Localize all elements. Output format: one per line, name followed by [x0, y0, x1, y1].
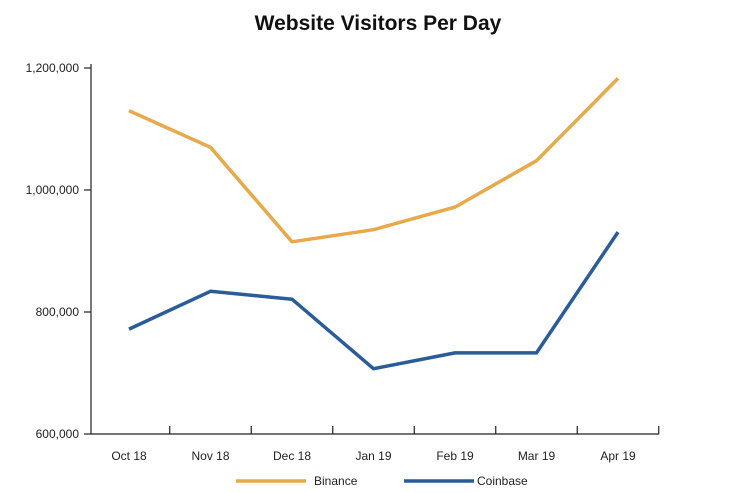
series-line-binance — [128, 77, 620, 244]
x-tick-label: Jan 19 — [355, 449, 391, 463]
x-tick-label: Feb 19 — [436, 449, 474, 463]
x-tick-label: Mar 19 — [518, 449, 556, 463]
y-axis: 600,000 800,000 1,000,000 1,200,000 — [26, 61, 91, 441]
x-tick-label: Nov 18 — [191, 449, 229, 463]
y-tick-label: 1,200,000 — [26, 61, 80, 75]
x-tick-label: Oct 18 — [111, 449, 147, 463]
y-tick-label: 800,000 — [36, 305, 80, 319]
x-tick-label: Dec 18 — [273, 449, 311, 463]
x-axis: Oct 18 Nov 18 Dec 18 Jan 19 Feb 19 Mar 19 Apr … — [111, 426, 660, 463]
legend-label-coinbase: Coinbase — [477, 474, 528, 488]
series-lines — [128, 77, 620, 371]
series-line-coinbase — [128, 231, 620, 371]
legend-label-binance: Binance — [314, 474, 358, 488]
x-tick-label: Apr 19 — [600, 449, 636, 463]
legend: Binance Coinbase — [236, 474, 528, 488]
y-tick-label: 600,000 — [36, 427, 80, 441]
y-tick-label: 1,000,000 — [26, 183, 80, 197]
chart-title: Website Visitors Per Day — [255, 12, 502, 35]
